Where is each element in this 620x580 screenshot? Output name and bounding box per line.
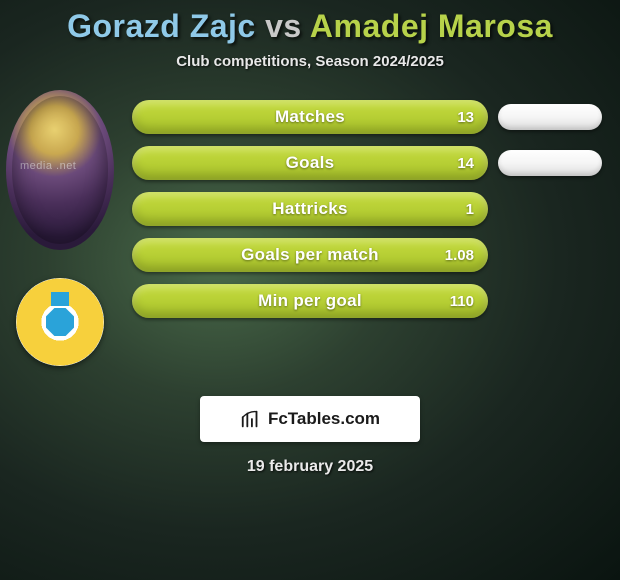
stat-bar-value: 13 — [457, 100, 474, 134]
badge-hex-icon — [46, 308, 74, 336]
badge-castle-icon — [51, 292, 69, 306]
brand-card: FcTables.com — [200, 396, 420, 442]
stat-bar-label: Goals per match — [132, 238, 488, 272]
footer-date: 19 february 2025 — [0, 458, 620, 476]
player-avatar-column: media .net — [6, 90, 126, 366]
stat-bars: Matches13 Goals14 Hattricks1 Goals per matc… — [132, 100, 488, 330]
title-part: Gorazd Zajc — [67, 8, 256, 44]
page-title: Gorazd Zajc vs Amadej Marosa — [0, 0, 620, 45]
brand-logo-icon — [240, 408, 262, 430]
stat-bar-value: 110 — [450, 284, 474, 318]
stat-bar-label: Hattricks — [132, 192, 488, 226]
brand-text: FcTables.com — [268, 409, 380, 429]
comparison-chart: media .net Matches13 Goals14 Hattricks1 Goa… — [0, 100, 620, 360]
player2-empty-bars — [498, 100, 602, 196]
avatar-watermark: media .net — [20, 160, 76, 172]
stat-bar-row: Matches13 — [132, 100, 488, 134]
title-part: Amadej Marosa — [310, 8, 553, 44]
stat-bar-label: Goals — [132, 146, 488, 180]
stat-bar-row: Goals14 — [132, 146, 488, 180]
stat-bar-row: Goals per match1.08 — [132, 238, 488, 272]
title-part: vs — [256, 8, 310, 44]
stat-bar-row: Min per goal110 — [132, 284, 488, 318]
stat-bar-value: 1 — [466, 192, 474, 226]
player2-empty-pill — [498, 104, 602, 130]
infographic-root: Gorazd Zajc vs Amadej Marosa Club compet… — [0, 0, 620, 580]
stat-bar-label: Matches — [132, 100, 488, 134]
subtitle: Club competitions, Season 2024/2025 — [0, 53, 620, 70]
stat-bar-value: 14 — [457, 146, 474, 180]
stat-bar-row: Hattricks1 — [132, 192, 488, 226]
stat-bar-label: Min per goal — [132, 284, 488, 318]
player1-avatar: media .net — [6, 90, 114, 250]
club-badge — [16, 278, 104, 366]
player2-empty-pill — [498, 150, 602, 176]
stat-bar-value: 1.08 — [445, 238, 474, 272]
